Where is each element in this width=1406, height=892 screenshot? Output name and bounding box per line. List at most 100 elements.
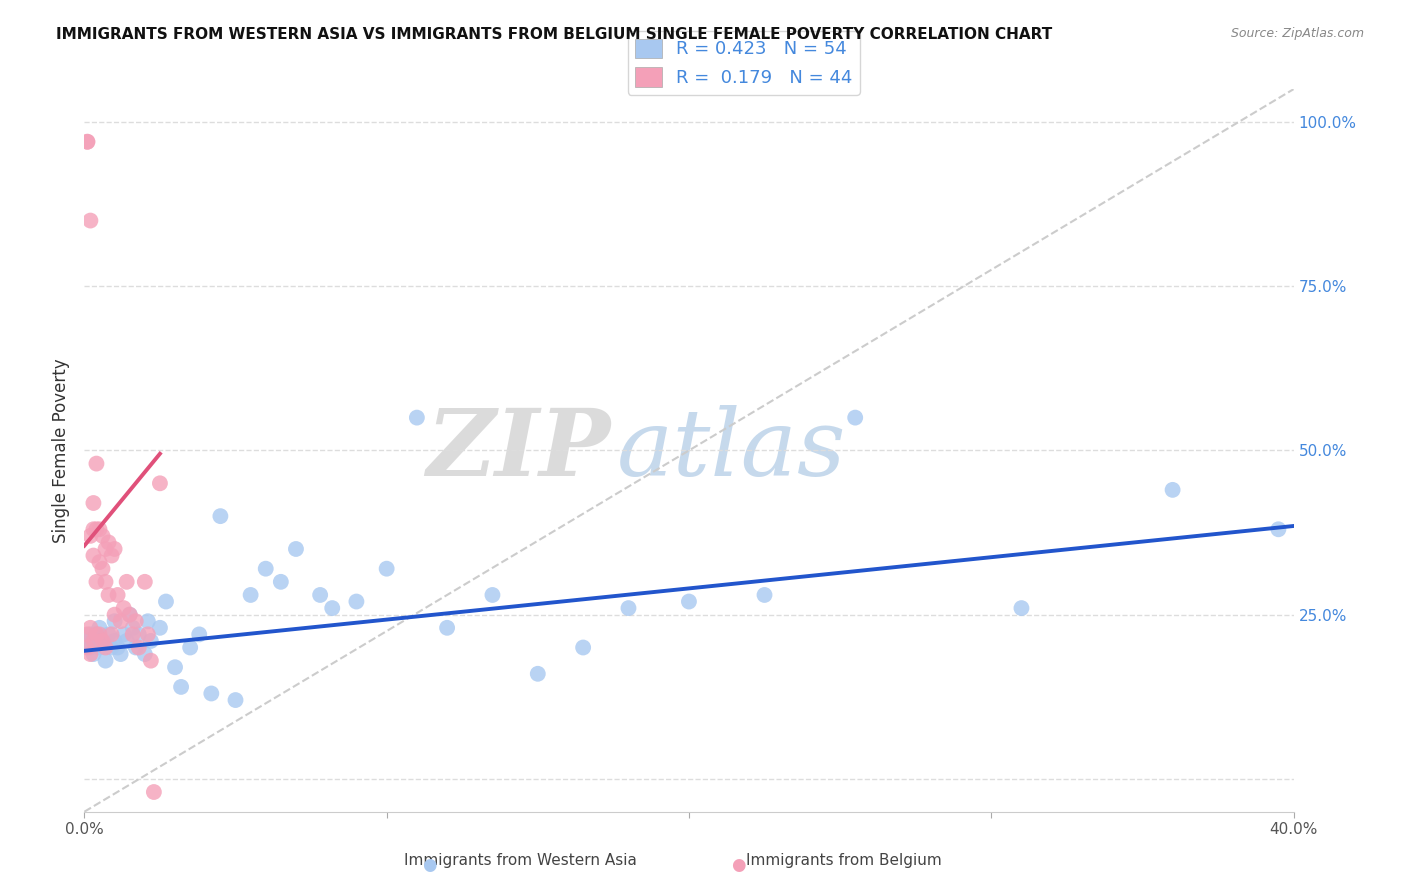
Text: IMMIGRANTS FROM WESTERN ASIA VS IMMIGRANTS FROM BELGIUM SINGLE FEMALE POVERTY CO: IMMIGRANTS FROM WESTERN ASIA VS IMMIGRAN… (56, 27, 1053, 42)
Point (86, 627, 108, 641)
Point (128, 640, 150, 655)
Point (104, 614, 127, 628)
Point (91, 529, 114, 543)
Point (125, 614, 148, 628)
Point (754, 588, 776, 602)
Point (82, 522, 104, 536)
Point (149, 621, 172, 635)
Point (149, 476, 172, 491)
Point (110, 614, 132, 628)
Point (1161, 483, 1184, 497)
Point (115, 634, 138, 648)
Point (309, 588, 332, 602)
Legend: R = 0.423   N = 54, R =  0.179   N = 44: R = 0.423 N = 54, R = 0.179 N = 44 (627, 31, 860, 95)
Point (142, 785, 165, 799)
Point (678, 594, 700, 608)
Point (107, 588, 129, 602)
Y-axis label: Single Female Poverty: Single Female Poverty (52, 359, 70, 542)
Point (104, 634, 127, 648)
Point (285, 541, 308, 556)
Point (89, 621, 111, 635)
Point (572, 640, 595, 655)
Point (97, 535, 120, 549)
Point (165, 660, 187, 674)
Point (79, 621, 101, 635)
Point (100, 627, 122, 641)
Point (104, 541, 127, 556)
Point (82, 634, 104, 648)
Point (91, 562, 114, 576)
Point (76, 135, 98, 149)
Point (844, 410, 866, 425)
Point (82, 549, 104, 563)
Point (481, 588, 503, 602)
Point (76, 634, 98, 648)
Point (346, 594, 368, 608)
Point (239, 588, 262, 602)
Point (112, 627, 135, 641)
Point (94, 654, 117, 668)
Point (209, 509, 232, 524)
Point (79, 213, 101, 227)
Point (136, 627, 159, 641)
Point (100, 640, 122, 655)
Point (76, 640, 98, 655)
Text: Source: ZipAtlas.com: Source: ZipAtlas.com (1230, 27, 1364, 40)
Point (76, 627, 98, 641)
Point (76, 135, 98, 149)
Point (321, 601, 343, 615)
Point (375, 562, 398, 576)
Point (121, 627, 143, 641)
Point (79, 640, 101, 655)
Text: Immigrants from Belgium: Immigrants from Belgium (745, 854, 942, 868)
Point (179, 640, 201, 655)
Point (94, 640, 117, 655)
Point (136, 614, 159, 628)
Point (406, 410, 429, 425)
Point (86, 627, 108, 641)
Point (82, 634, 104, 648)
Point (139, 654, 162, 668)
Point (82, 496, 104, 510)
Point (134, 574, 156, 589)
Point (107, 640, 129, 655)
Point (89, 555, 111, 569)
Point (118, 607, 141, 622)
Point (86, 522, 108, 536)
Point (89, 522, 111, 536)
Point (139, 634, 162, 648)
Point (97, 588, 120, 602)
Point (97, 627, 120, 641)
Text: ●: ● (731, 856, 745, 874)
Point (112, 601, 135, 615)
Point (436, 621, 458, 635)
Point (79, 529, 101, 543)
Point (254, 562, 277, 576)
Point (188, 627, 211, 641)
Point (89, 640, 111, 655)
Point (100, 549, 122, 563)
Point (121, 621, 143, 635)
Text: atlas: atlas (616, 406, 846, 495)
Point (128, 627, 150, 641)
Point (110, 647, 132, 661)
Point (89, 627, 111, 641)
Point (1011, 601, 1033, 615)
Point (91, 634, 114, 648)
Point (527, 666, 550, 681)
Point (1267, 522, 1289, 536)
Point (225, 693, 247, 707)
Point (86, 574, 108, 589)
Point (200, 686, 222, 700)
Point (125, 640, 148, 655)
Point (170, 680, 193, 694)
Point (104, 607, 127, 622)
Point (617, 601, 640, 615)
Point (79, 627, 101, 641)
Point (134, 647, 156, 661)
Point (270, 574, 292, 589)
Text: ●: ● (422, 856, 436, 874)
Point (115, 574, 138, 589)
Point (86, 457, 108, 471)
Point (91, 634, 114, 648)
